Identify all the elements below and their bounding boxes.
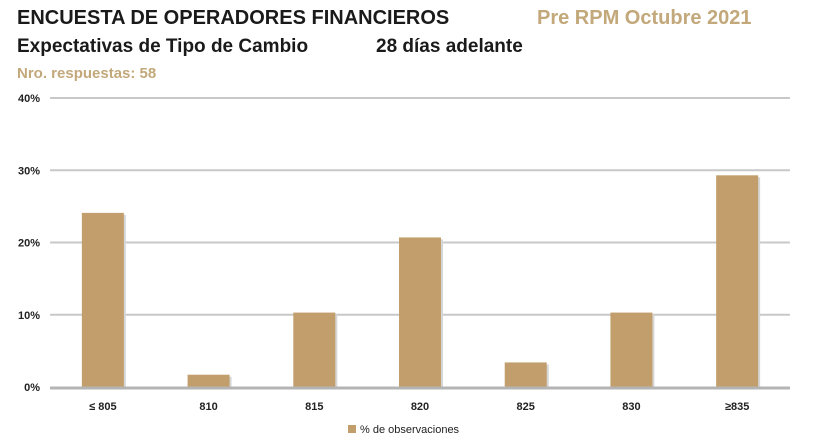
chart-subtitle: Expectativas de Tipo de Cambio bbox=[17, 36, 309, 57]
bar bbox=[81, 212, 124, 387]
y-tick-label: 10% bbox=[18, 310, 40, 322]
x-tick-label: ≤ 805 bbox=[89, 401, 116, 413]
bars bbox=[81, 175, 761, 387]
y-tick-label: 0% bbox=[24, 382, 40, 394]
x-axis-ticks: ≤ 805 810 815 820 825 830 ≥835 bbox=[89, 401, 749, 413]
x-tick-label: 810 bbox=[199, 401, 217, 413]
forecast-horizon-label: 28 días adelante bbox=[376, 36, 523, 57]
bar bbox=[187, 374, 230, 387]
bar bbox=[610, 312, 653, 387]
x-tick-label: 820 bbox=[411, 401, 429, 413]
responses-count-label: Nro. respuestas: 58 bbox=[17, 65, 157, 82]
y-axis-ticks: 0% 10% 20% 30% 40% bbox=[18, 93, 40, 394]
legend: % de observaciones bbox=[348, 424, 460, 436]
bar bbox=[504, 362, 547, 387]
bar bbox=[293, 312, 336, 387]
bar bbox=[399, 237, 441, 387]
y-tick-label: 30% bbox=[18, 165, 40, 177]
legend-label: % de observaciones bbox=[360, 424, 460, 436]
bar bbox=[716, 175, 759, 387]
x-tick-label: 830 bbox=[622, 401, 640, 413]
survey-period-label: Pre RPM Octubre 2021 bbox=[537, 7, 752, 29]
x-tick-label: 825 bbox=[517, 401, 535, 413]
y-tick-label: 20% bbox=[18, 238, 40, 250]
y-tick-label: 40% bbox=[18, 93, 40, 105]
chart-title: ENCUESTA DE OPERADORES FINANCIEROS bbox=[17, 7, 450, 29]
x-tick-label: ≥835 bbox=[725, 401, 749, 413]
legend-swatch bbox=[348, 425, 356, 433]
x-tick-label: 815 bbox=[305, 401, 323, 413]
